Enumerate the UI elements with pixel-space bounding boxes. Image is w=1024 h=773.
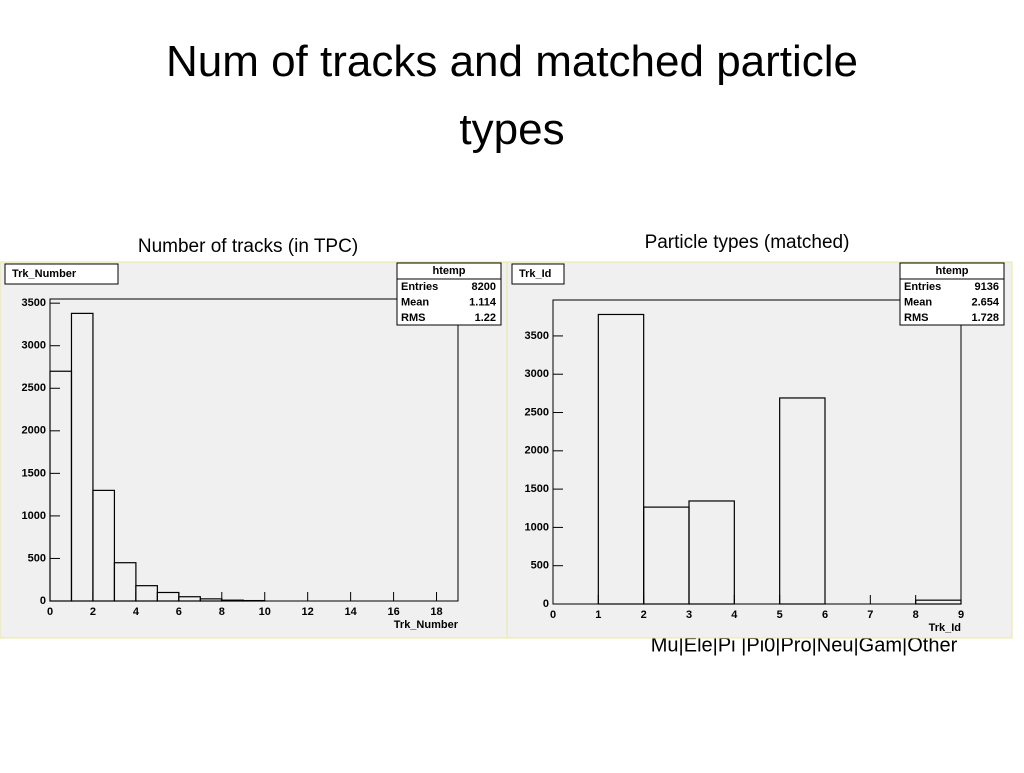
stats-label: Entries (401, 281, 438, 293)
y-tick-label: 1000 (525, 521, 549, 533)
x-tick-label: 2 (641, 609, 647, 621)
stats-name: htemp (433, 265, 466, 277)
caption: Number of tracks (in TPC) (138, 236, 358, 257)
y-tick-label: 1000 (22, 510, 46, 522)
stats-label: Mean (401, 296, 429, 308)
y-tick-label: 1500 (525, 483, 549, 495)
x-tick-label: 12 (302, 606, 314, 618)
x-axis-label: Trk_Id (929, 622, 961, 634)
histogram-bin (222, 600, 243, 601)
stats-name: htemp (936, 265, 969, 277)
x-tick-label: 14 (345, 606, 358, 618)
stats-label: RMS (904, 312, 928, 324)
y-tick-label: 3500 (22, 297, 46, 309)
stats-value: 8200 (472, 281, 496, 293)
y-tick-label: 2000 (22, 425, 46, 437)
x-tick-label: 1 (595, 609, 601, 621)
y-tick-label: 500 (28, 552, 46, 564)
stats-label: Entries (904, 281, 941, 293)
x-tick-label: 8 (913, 609, 919, 621)
x-tick-label: 0 (47, 606, 53, 618)
x-tick-label: 8 (219, 606, 225, 618)
y-tick-label: 0 (40, 595, 46, 607)
x-tick-label: 0 (550, 609, 556, 621)
x-axis-label: Trk_Number (394, 619, 459, 631)
x-tick-label: 4 (731, 609, 738, 621)
stats-value: 1.22 (475, 312, 496, 324)
x-tick-label: 16 (387, 606, 399, 618)
stats-value: 9136 (975, 281, 999, 293)
x-tick-label: 2 (90, 606, 96, 618)
y-tick-label: 3500 (525, 330, 549, 342)
x-tick-label: 18 (430, 606, 442, 618)
y-tick-label: 2500 (525, 406, 549, 418)
x-tick-label: 4 (133, 606, 140, 618)
x-tick-label: 6 (822, 609, 828, 621)
y-tick-label: 1500 (22, 467, 46, 479)
y-tick-label: 500 (531, 560, 549, 572)
y-tick-label: 0 (543, 598, 549, 610)
y-tick-label: 2500 (22, 382, 46, 394)
stats-value: 1.728 (971, 312, 999, 324)
stats-label: RMS (401, 312, 425, 324)
stats-label: Mean (904, 296, 932, 308)
caption: Particle types (matched) (645, 232, 850, 253)
x-tick-label: 5 (777, 609, 783, 621)
x-tick-label: 9 (958, 609, 964, 621)
y-tick-label: 3000 (525, 368, 549, 380)
y-tick-label: 3000 (22, 340, 46, 352)
chart-title: Trk_Number (12, 268, 77, 280)
x-tick-label: 6 (176, 606, 182, 618)
chart-title: Trk_Id (519, 268, 551, 280)
x-tick-label: 3 (686, 609, 692, 621)
x-tick-label: 7 (867, 609, 873, 621)
stats-value: 2.654 (971, 296, 999, 308)
y-tick-label: 2000 (525, 445, 549, 457)
stats-value: 1.114 (469, 296, 497, 308)
x-tick-label: 10 (259, 606, 271, 618)
